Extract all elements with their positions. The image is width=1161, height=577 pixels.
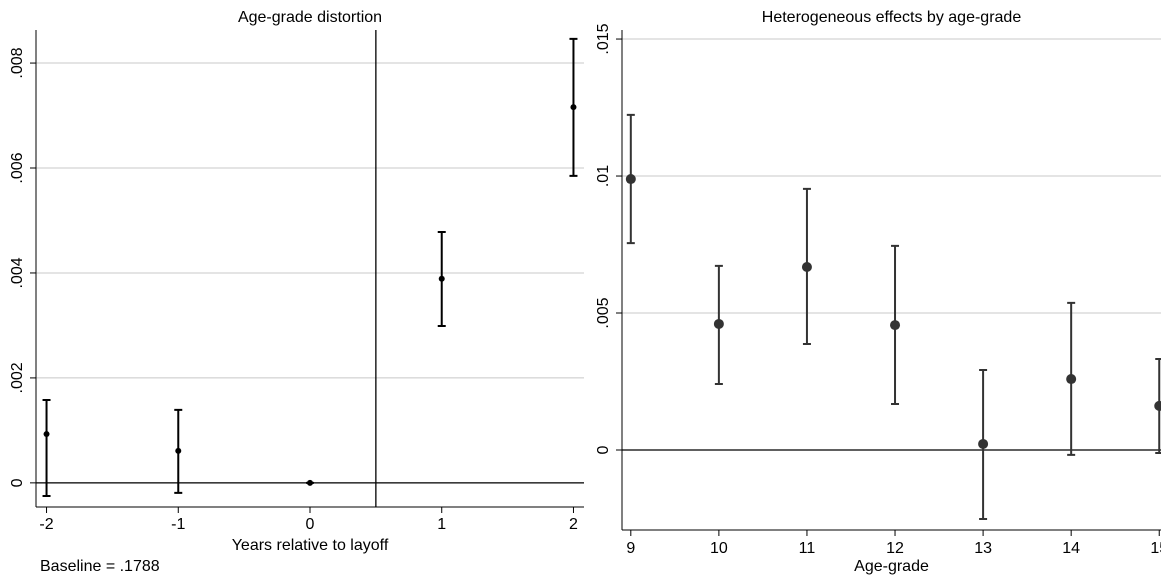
point	[801, 261, 812, 272]
x-tick-label: 9	[626, 540, 635, 557]
x-tick-label: 15	[1150, 540, 1161, 557]
x-axis-label: Years relative to layoff	[232, 537, 389, 554]
y-tick-label: .01	[595, 165, 612, 187]
y-tick-label: .004	[9, 257, 26, 288]
point	[1066, 374, 1077, 385]
x-axis-label: Age-grade	[854, 558, 929, 575]
note: Baseline = .1788	[40, 558, 160, 575]
y-tick-label: .002	[9, 362, 26, 393]
x-tick-label: 1	[437, 516, 446, 533]
point	[890, 320, 901, 331]
y-tick-label: 0	[9, 478, 26, 487]
y-tick-label: .015	[595, 23, 612, 54]
x-tick-label: 13	[974, 540, 992, 557]
point	[175, 447, 182, 454]
point	[570, 104, 577, 111]
point	[43, 431, 50, 438]
point	[438, 275, 445, 282]
error-bar	[42, 398, 51, 497]
x-tick-label: -1	[171, 516, 185, 533]
point	[713, 318, 724, 329]
y-tick-label: 0	[595, 445, 612, 454]
x-tick-label: 11	[799, 540, 816, 557]
point	[307, 479, 313, 486]
chart-title: Heterogeneous effects by age-grade	[762, 9, 1022, 26]
point	[625, 174, 636, 185]
x-tick-label: 14	[1062, 540, 1080, 557]
point	[1154, 400, 1161, 411]
x-tick-label: 12	[886, 540, 904, 557]
x-tick-label: 0	[306, 516, 315, 533]
y-tick-label: .005	[595, 297, 612, 328]
point	[978, 438, 989, 449]
x-tick-label: 2	[569, 516, 578, 533]
chart-title: Age-grade distortion	[238, 9, 382, 26]
y-tick-label: .006	[9, 152, 26, 183]
y-tick-label: .008	[9, 47, 26, 78]
x-tick-label: 10	[710, 540, 728, 557]
x-tick-label: -2	[39, 516, 53, 533]
